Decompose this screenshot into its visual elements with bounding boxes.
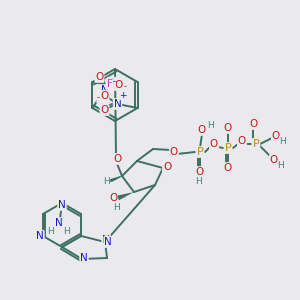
Text: H: H: [103, 178, 110, 187]
Text: O: O: [210, 139, 218, 149]
Text: O: O: [249, 119, 257, 129]
Text: N: N: [114, 99, 122, 109]
Text: N: N: [55, 218, 63, 228]
Text: O: O: [114, 154, 122, 164]
Text: O: O: [270, 155, 278, 165]
Text: O: O: [163, 162, 171, 172]
Text: -: -: [97, 94, 100, 103]
Text: O: O: [100, 105, 109, 115]
Text: O: O: [114, 80, 123, 90]
Text: H: H: [280, 136, 286, 146]
Text: O: O: [109, 193, 117, 203]
Text: H: H: [207, 121, 213, 130]
Text: -: -: [124, 82, 127, 91]
Text: P: P: [253, 139, 260, 149]
Text: O: O: [95, 72, 104, 82]
Text: +: +: [108, 77, 115, 86]
Polygon shape: [117, 192, 134, 200]
Text: O: O: [100, 91, 109, 101]
Text: N: N: [102, 235, 110, 245]
Text: N: N: [80, 253, 88, 263]
Text: H: H: [48, 227, 54, 236]
Text: N: N: [104, 237, 112, 247]
Text: O: O: [224, 163, 232, 173]
Text: H: H: [278, 161, 284, 170]
Text: H: H: [64, 227, 70, 236]
Text: O: O: [272, 131, 280, 141]
Text: O: O: [224, 123, 232, 133]
Text: O: O: [196, 167, 204, 177]
Text: N: N: [36, 231, 44, 241]
Text: O: O: [198, 125, 206, 135]
Text: F: F: [106, 79, 112, 89]
Text: +: +: [119, 91, 126, 100]
Text: P: P: [225, 143, 231, 153]
Text: H: H: [195, 178, 201, 187]
Text: O: O: [238, 136, 246, 146]
Text: N: N: [100, 85, 108, 95]
Text: H: H: [114, 203, 120, 212]
Text: P: P: [196, 147, 203, 157]
Text: N: N: [58, 200, 66, 210]
Text: O: O: [170, 147, 178, 157]
